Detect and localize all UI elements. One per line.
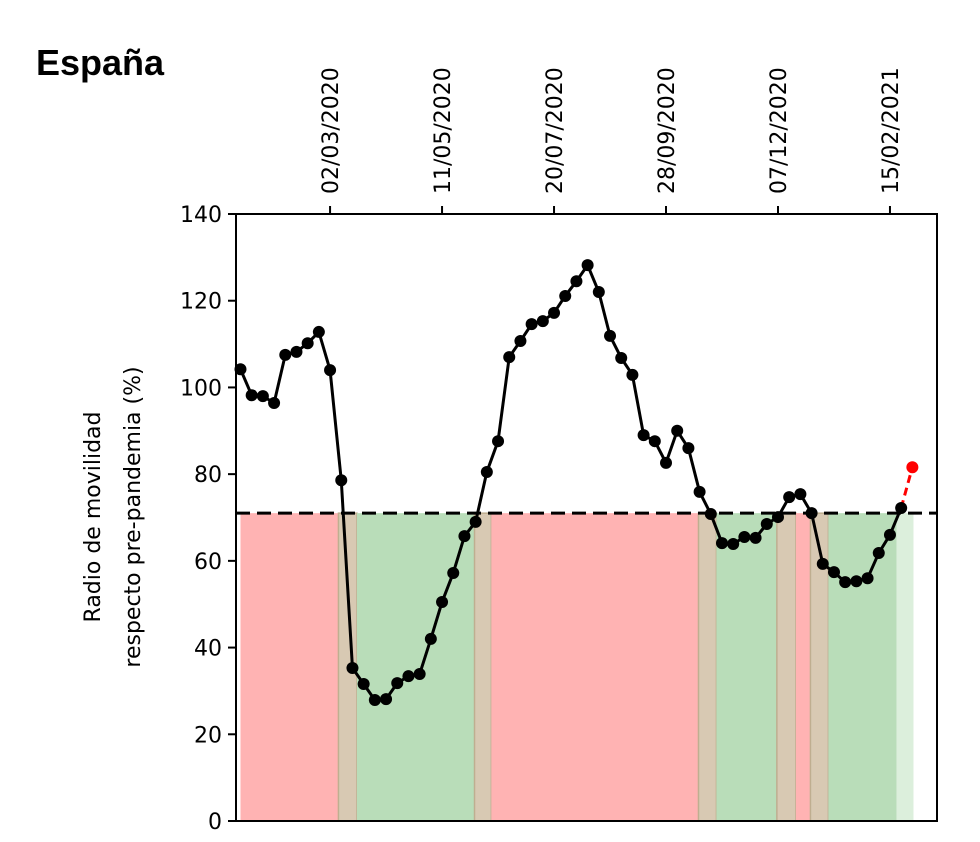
data-point-movilidad [402,670,415,683]
phase-band-4 [491,513,699,821]
data-point-movilidad [760,518,773,531]
data-point-movilidad [256,390,269,403]
phase-band-10 [828,513,897,821]
x-tick-label: 15/02/2021 [879,67,904,194]
data-point-movilidad [749,531,762,544]
data-point-movilidad [648,435,661,448]
x-tick-label: 28/09/2020 [655,67,680,194]
data-point-movilidad [861,572,874,585]
data-point-movilidad [368,694,381,707]
data-point-movilidad [615,351,628,364]
data-point-movilidad [816,557,829,570]
chart-title: España [36,42,165,83]
y-tick-label: 60 [194,550,222,575]
y-tick-label: 100 [180,376,222,401]
data-point-movilidad [357,677,370,690]
y-axis-label-line1: Radio de movilidad [81,412,106,623]
data-point-movilidad [660,456,673,469]
data-point-movilidad [312,325,325,338]
phase-band-7 [776,512,797,822]
y-tick-label: 0 [208,810,222,835]
data-point-movilidad [895,501,908,514]
plot-frame [235,213,938,822]
data-point-movilidad [503,351,516,364]
data-point-movilidad [492,435,505,448]
data-point-movilidad [805,507,818,520]
y-tick-label: 120 [180,290,222,315]
data-point-movilidad [290,345,303,358]
y-tick-label: 140 [180,203,222,228]
data-point-movilidad [413,668,426,681]
data-point-movilidad [346,661,359,674]
data-point-movilidad [324,364,337,377]
x-tick-label: 07/12/2020 [767,67,792,194]
data-point-movilidad [234,363,247,376]
data-point-movilidad [447,566,460,579]
data-point-movilidad [771,511,784,524]
data-point-movilidad [626,368,639,381]
data-point-movilidad [671,424,684,437]
data-point-movilidad [727,537,740,550]
y-tick-label: 40 [194,637,222,662]
data-point-movilidad [514,335,527,348]
data-point-movilidad [469,515,482,528]
y-tick-label: 20 [194,723,222,748]
data-point-movilidad [268,397,281,410]
data-point-movilidad [436,596,449,609]
data-point-movilidad [559,289,572,302]
data-point-movilidad [693,485,706,498]
phase-band-6 [716,513,777,821]
series-line-prediccion [899,466,914,509]
data-point-movilidad [581,259,594,272]
data-point-movilidad [380,693,393,706]
data-point-movilidad [682,442,695,455]
data-point-movilidad [548,306,561,319]
x-tick-label: 02/03/2020 [319,67,344,194]
data-point-movilidad [872,547,885,560]
data-point-movilidad [391,677,404,690]
data-point-movilidad [245,389,258,402]
data-point-movilidad [839,576,852,589]
data-point-movilidad [536,315,549,328]
data-point-movilidad [794,488,807,501]
data-point-movilidad [783,491,796,504]
data-point-movilidad [301,337,314,350]
data-point-movilidad [570,275,583,288]
data-point-movilidad [424,632,437,645]
y-tick-label: 80 [194,463,222,488]
data-point-movilidad [883,528,896,541]
data-point-movilidad [592,286,605,299]
phase-band-0 [240,513,339,821]
data-point-movilidad [827,566,840,579]
phase-bands [240,512,914,822]
data-point-movilidad [738,531,751,544]
data-point-movilidad [604,329,617,342]
phase-band-5 [697,512,718,822]
data-point-prediccion [906,461,919,474]
data-point-movilidad [335,474,348,487]
data-point-movilidad [279,348,292,361]
data-point-movilidad [850,575,863,588]
phase-band-3 [473,512,493,822]
data-point-movilidad [525,318,538,331]
x-tick-label: 11/05/2020 [431,67,456,194]
data-point-movilidad [458,530,471,543]
data-point-movilidad [715,537,728,550]
phase-band-11 [896,513,914,821]
data-point-movilidad [480,465,493,478]
phase-band-8 [795,513,811,821]
y-axis-label-line2: respecto pre-pandemia (%) [121,366,146,667]
x-tick-label: 20/07/2020 [543,67,568,194]
data-point-movilidad [637,429,650,442]
data-point-movilidad [704,508,717,521]
